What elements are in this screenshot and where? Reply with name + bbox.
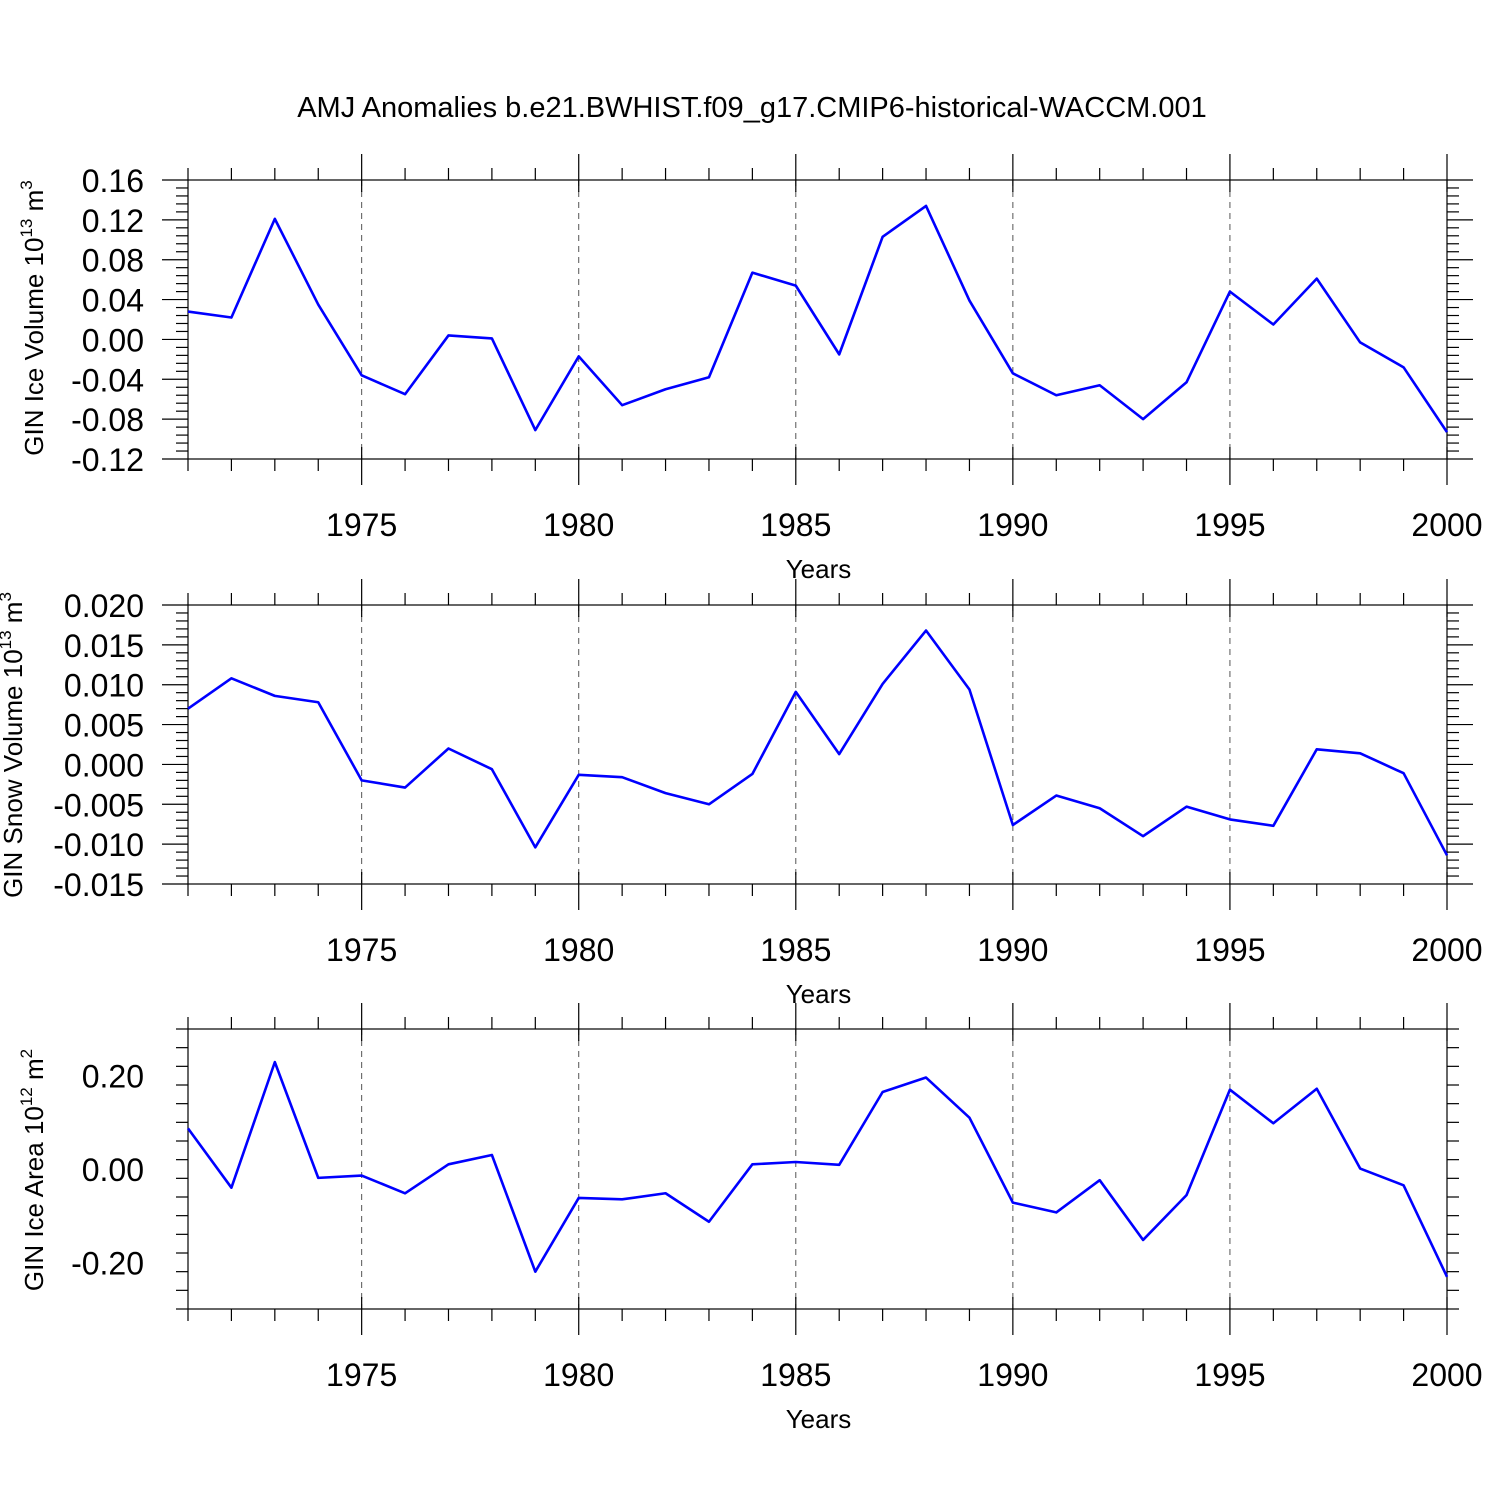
x-axis-title: Years	[786, 1404, 852, 1434]
x-tick-label: 1980	[543, 1357, 614, 1393]
plot-frame	[188, 1029, 1447, 1309]
x-tick-label: 1995	[1194, 932, 1265, 968]
plot-frame	[188, 605, 1447, 884]
y-tick-label: 0.08	[82, 243, 144, 279]
y-tick-label: -0.04	[71, 362, 144, 398]
x-tick-label: 2000	[1411, 932, 1482, 968]
x-tick-label: 1995	[1194, 1357, 1265, 1393]
y-tick-label: 0.04	[82, 283, 144, 319]
x-tick-label: 1985	[760, 932, 831, 968]
x-tick-label: 1995	[1194, 507, 1265, 543]
x-tick-label: 2000	[1411, 1357, 1482, 1393]
x-tick-label: 1990	[977, 1357, 1048, 1393]
y-axis-title-text: GIN Ice Volume 10	[19, 238, 49, 456]
y-tick-label: 0.16	[82, 163, 144, 199]
x-tick-label: 1990	[977, 507, 1048, 543]
y-axis-title-exponent: 13	[17, 219, 36, 238]
y-axis-title-unit: m	[0, 602, 28, 631]
x-tick-label: 1980	[543, 507, 614, 543]
y-axis-title-unit: m	[19, 1058, 49, 1087]
y-tick-label: 0.000	[64, 747, 144, 783]
y-axis-title-text: GIN Snow Volume 10	[0, 649, 28, 898]
panel-3: 1975 1980 1985 1990 1995 2000 Years -0.20 0.00 0.…	[17, 1003, 1483, 1434]
y-tick-label: -0.20	[71, 1245, 144, 1281]
chart-panels: 1975 1980 1985 1990 1995 2000 Years -0.12 -0.08 -…	[0, 154, 1483, 1434]
y-tick-label: -0.010	[53, 827, 144, 863]
x-tick-label: 1990	[977, 932, 1048, 968]
y-tick-label: -0.08	[71, 402, 144, 438]
x-tick-label: 1975	[326, 507, 397, 543]
y-tick-label: 0.12	[82, 203, 144, 239]
y-tick-label: 0.010	[64, 668, 144, 704]
chart-title: AMJ Anomalies b.e21.BWHIST.f09_g17.CMIP6…	[297, 92, 1207, 124]
x-tick-label: 2000	[1411, 507, 1482, 543]
y-axis-title-text: GIN Ice Area 10	[19, 1106, 49, 1291]
y-axis-title-exponent: 12	[17, 1087, 36, 1106]
y-tick-label: 0.005	[64, 708, 144, 744]
x-tick-label: 1975	[326, 1357, 397, 1393]
y-tick-label: 0.00	[82, 322, 144, 358]
y-axis-title-exponent: 13	[0, 630, 15, 649]
x-tick-label: 1985	[760, 507, 831, 543]
x-tick-label: 1980	[543, 932, 614, 968]
y-axis-title-unit-exponent: 3	[0, 592, 15, 601]
y-axis-title-unit-exponent: 3	[17, 180, 36, 189]
y-axis-title-unit: m	[19, 190, 49, 219]
y-axis-title: GIN Ice Volume 1013 m3	[17, 180, 49, 456]
y-tick-label: 0.020	[64, 588, 144, 624]
y-axis-title: GIN Ice Area 1012 m2	[17, 1049, 49, 1291]
x-tick-label: 1975	[326, 932, 397, 968]
y-axis-title: GIN Snow Volume 1013 m3	[0, 592, 28, 898]
y-tick-label: 0.00	[82, 1152, 144, 1188]
series-line-gin-ice-volume	[188, 206, 1447, 432]
y-axis-title-unit-exponent: 2	[17, 1049, 36, 1058]
y-tick-label: 0.20	[82, 1059, 144, 1095]
y-tick-label: -0.005	[53, 787, 144, 823]
series-line-gin-ice-area	[188, 1062, 1447, 1277]
series-line-gin-snow-volume	[188, 631, 1447, 856]
y-tick-label: -0.015	[53, 867, 144, 903]
y-tick-label: 0.015	[64, 628, 144, 664]
y-tick-label: -0.12	[71, 442, 144, 478]
x-tick-label: 1985	[760, 1357, 831, 1393]
